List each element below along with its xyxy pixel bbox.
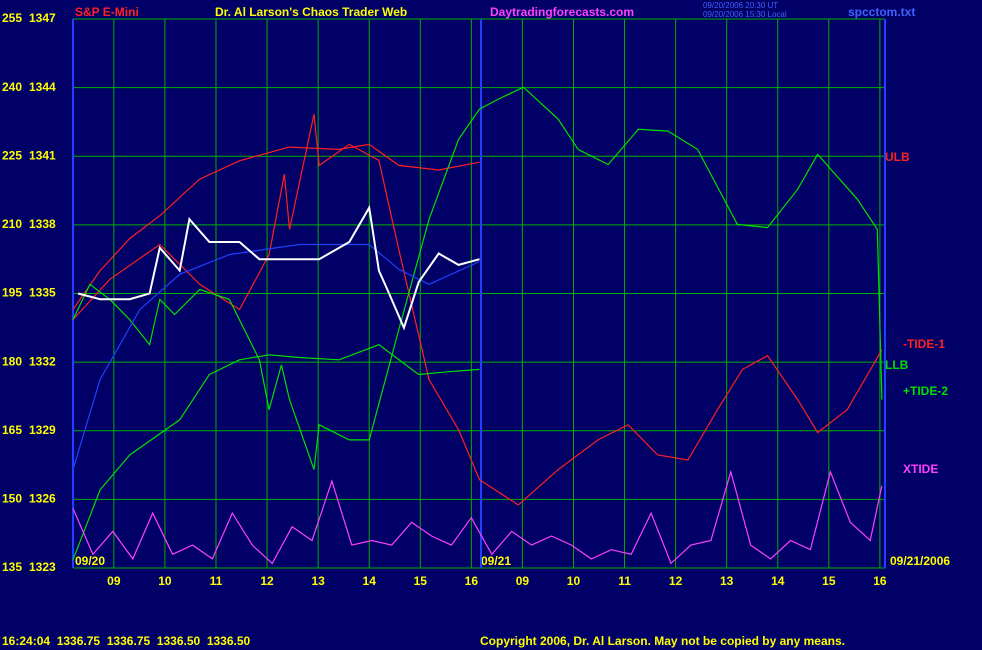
y-tick-label: 210 (2, 217, 22, 231)
status-line: 16:24:04 1336.75 1336.75 1336.50 1336.50 (2, 634, 251, 648)
series-line (72, 114, 883, 506)
date-label: 09/21 (481, 554, 511, 568)
series-line (72, 86, 883, 470)
x-tick-label: 11 (618, 574, 631, 588)
x-tick-label: 13 (311, 574, 325, 588)
series-line (72, 243, 480, 470)
grid (73, 18, 885, 569)
site-label: Daytradingforecasts.com (490, 5, 634, 19)
series-line (72, 143, 480, 310)
x-tick-label: 15 (414, 574, 428, 588)
y2-tick-label: 1347 (29, 11, 56, 25)
y-tick-label: 165 (2, 423, 22, 437)
series-label: -TIDE-1 (903, 337, 945, 351)
y2-tick-label: 1326 (29, 492, 56, 506)
date-label: 09/20 (75, 554, 105, 568)
x-tick-label: 16 (465, 574, 479, 588)
source-file: spcctom.txt (848, 5, 915, 19)
series-label: LLB (885, 358, 909, 372)
x-tick-label: 12 (669, 574, 683, 588)
x-tick-label: 11 (210, 574, 223, 588)
y2-tick-label: 1338 (29, 217, 56, 231)
timestamp: 09/20/2006 20:30 UT (703, 1, 778, 10)
y-tick-label: 225 (2, 148, 22, 162)
copyright: Copyright 2006, Dr. Al Larson. May not b… (480, 634, 845, 648)
x-tick-label: 13 (720, 574, 734, 588)
series-line (77, 204, 480, 331)
series-label: ULB (885, 150, 910, 164)
date-label: 09/21/2006 (890, 554, 950, 568)
series-label: +TIDE-2 (903, 384, 948, 398)
x-tick-label: 14 (363, 574, 377, 588)
y2-tick-label: 1329 (29, 423, 56, 437)
y2-tick-label: 1341 (29, 148, 56, 162)
x-tick-label: 12 (260, 574, 274, 588)
timestamp: 09/20/2006 15:30 Local (703, 10, 787, 19)
series-line (72, 469, 883, 565)
y-tick-label: 150 (2, 492, 22, 506)
y2-tick-label: 1323 (29, 560, 56, 574)
series-label: XTIDE (903, 462, 938, 476)
series-line (72, 344, 480, 561)
y2-tick-label: 1344 (29, 80, 56, 94)
y-tick-label: 240 (2, 80, 22, 94)
y-tick-label: 255 (2, 11, 22, 25)
x-tick-label: 10 (567, 574, 581, 588)
x-tick-label: 15 (822, 574, 836, 588)
instrument-label: S&P E-Mini (75, 5, 139, 19)
x-tick-label: 09 (107, 574, 121, 588)
series-group (72, 86, 883, 565)
y-tick-label: 180 (2, 354, 22, 368)
x-tick-label: 10 (158, 574, 172, 588)
y-tick-label: 195 (2, 286, 22, 300)
x-tick-label: 14 (771, 574, 785, 588)
x-tick-label: 16 (873, 574, 887, 588)
y2-tick-label: 1335 (29, 286, 56, 300)
x-tick-label: 09 (516, 574, 530, 588)
y2-tick-label: 1332 (29, 354, 56, 368)
y-tick-label: 135 (2, 560, 22, 574)
chart-title: Dr. Al Larson's Chaos Trader Web (215, 5, 407, 19)
